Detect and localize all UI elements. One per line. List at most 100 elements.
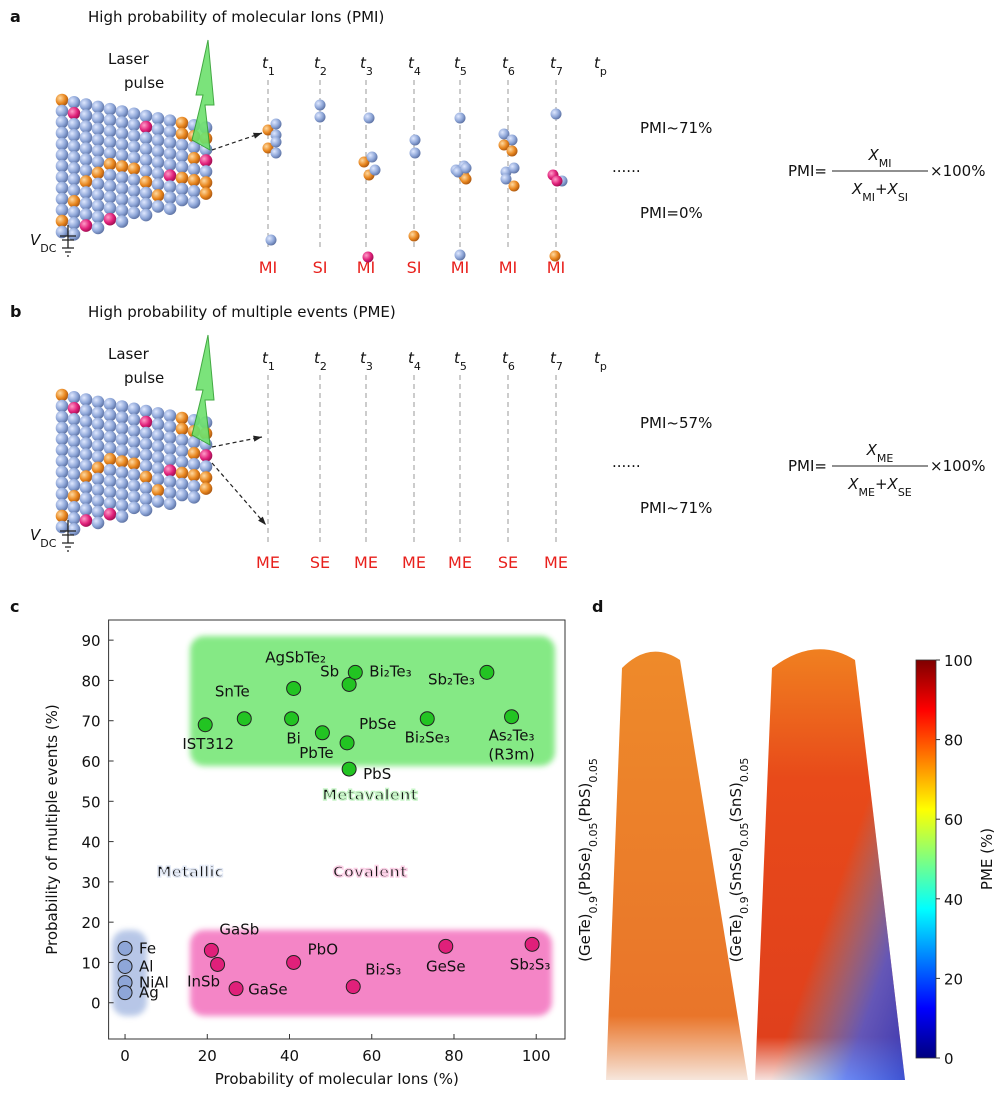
atom [92,101,105,114]
region-label: Metavalent [322,786,417,804]
atom [140,460,153,473]
atom [116,433,129,446]
subscript: p [600,360,607,373]
laser-pulse [192,40,214,150]
atom [68,402,81,415]
atom [410,135,421,146]
atom [271,148,282,159]
pmi-lower: PMI=0% [640,204,703,222]
atom [315,100,326,111]
atom [68,512,81,525]
atom [116,127,129,140]
point-label: GaSe [248,981,288,999]
atom [68,457,81,470]
voltage-label: VDC [30,526,57,550]
atom [152,473,165,486]
subscript: 0.9 [738,896,751,914]
colorbar [916,660,936,1058]
atom [140,176,153,189]
atom [104,158,117,171]
subscript: 2 [320,65,327,78]
atom [164,431,177,444]
atom [104,398,117,411]
atom [176,139,189,152]
atom [409,231,420,242]
colorbar-label: PME (%) [978,828,996,890]
voltage-label: VDC [30,231,57,255]
y-tick-label: 30 [82,874,101,892]
formula-factor: ×100% [930,457,985,475]
atom [80,197,93,210]
atom [152,484,165,497]
subscript: 0.05 [587,822,600,847]
atom [188,196,201,209]
atom [140,482,153,495]
subscript: 7 [556,360,563,373]
atom [80,459,93,472]
subscript: 0.05 [738,758,751,783]
laser-pulse [192,335,214,445]
text-part: (PbSe) [576,847,594,896]
atom [128,130,141,143]
ellipsis: ...... [612,158,641,176]
subscript: MI [862,191,875,204]
point-label: PbO [308,940,338,958]
atom [176,467,189,480]
event-label: ME [256,553,280,572]
pmi-lower: PMI~71% [640,499,712,517]
atom [68,501,81,514]
atom [164,136,177,149]
atom [92,517,105,530]
atom [80,393,93,406]
atom [128,196,141,209]
y-axis-label: Probability of multiple events (%) [43,704,61,955]
atom [92,200,105,213]
point [480,665,494,679]
atom [140,187,153,200]
atom [68,184,81,197]
point-label: As₂Te₃ [489,727,535,745]
time-label: t1 [262,54,275,78]
point [118,959,132,973]
atom [116,499,129,512]
point-label: GaSb [219,920,259,938]
y-tick-label: 80 [82,672,101,690]
point [285,712,299,726]
atom [152,134,165,147]
arrow-head [253,133,262,139]
point [287,955,301,969]
atom [56,499,69,512]
arrow-head [253,436,262,442]
atom [116,138,129,151]
atom [140,438,153,451]
point [198,718,212,732]
atom [92,167,105,180]
atom [128,108,141,121]
atom [188,174,201,187]
atom [116,400,129,413]
text-part: (SnS) [727,782,745,822]
y-tick-label: 10 [82,954,101,972]
atom [116,422,129,435]
atom [176,117,189,130]
atom [164,114,177,127]
atom [363,252,374,263]
text-part: (GeTe) [727,914,745,962]
region-label: Metallic [157,863,224,881]
atom [68,162,81,175]
point-label: Bi₂S₃ [365,961,401,979]
time-label: t1 [262,349,275,373]
atom [68,468,81,481]
subscript: 3 [366,360,373,373]
atom [188,480,201,493]
atom [140,143,153,156]
atom [104,409,117,422]
laser-label: Laser [108,50,150,68]
atom [128,163,141,176]
y-tick-label: 0 [91,995,101,1013]
atom [200,187,213,200]
atom [80,426,93,439]
atom [56,455,69,468]
atom [461,163,472,174]
atom [152,451,165,464]
